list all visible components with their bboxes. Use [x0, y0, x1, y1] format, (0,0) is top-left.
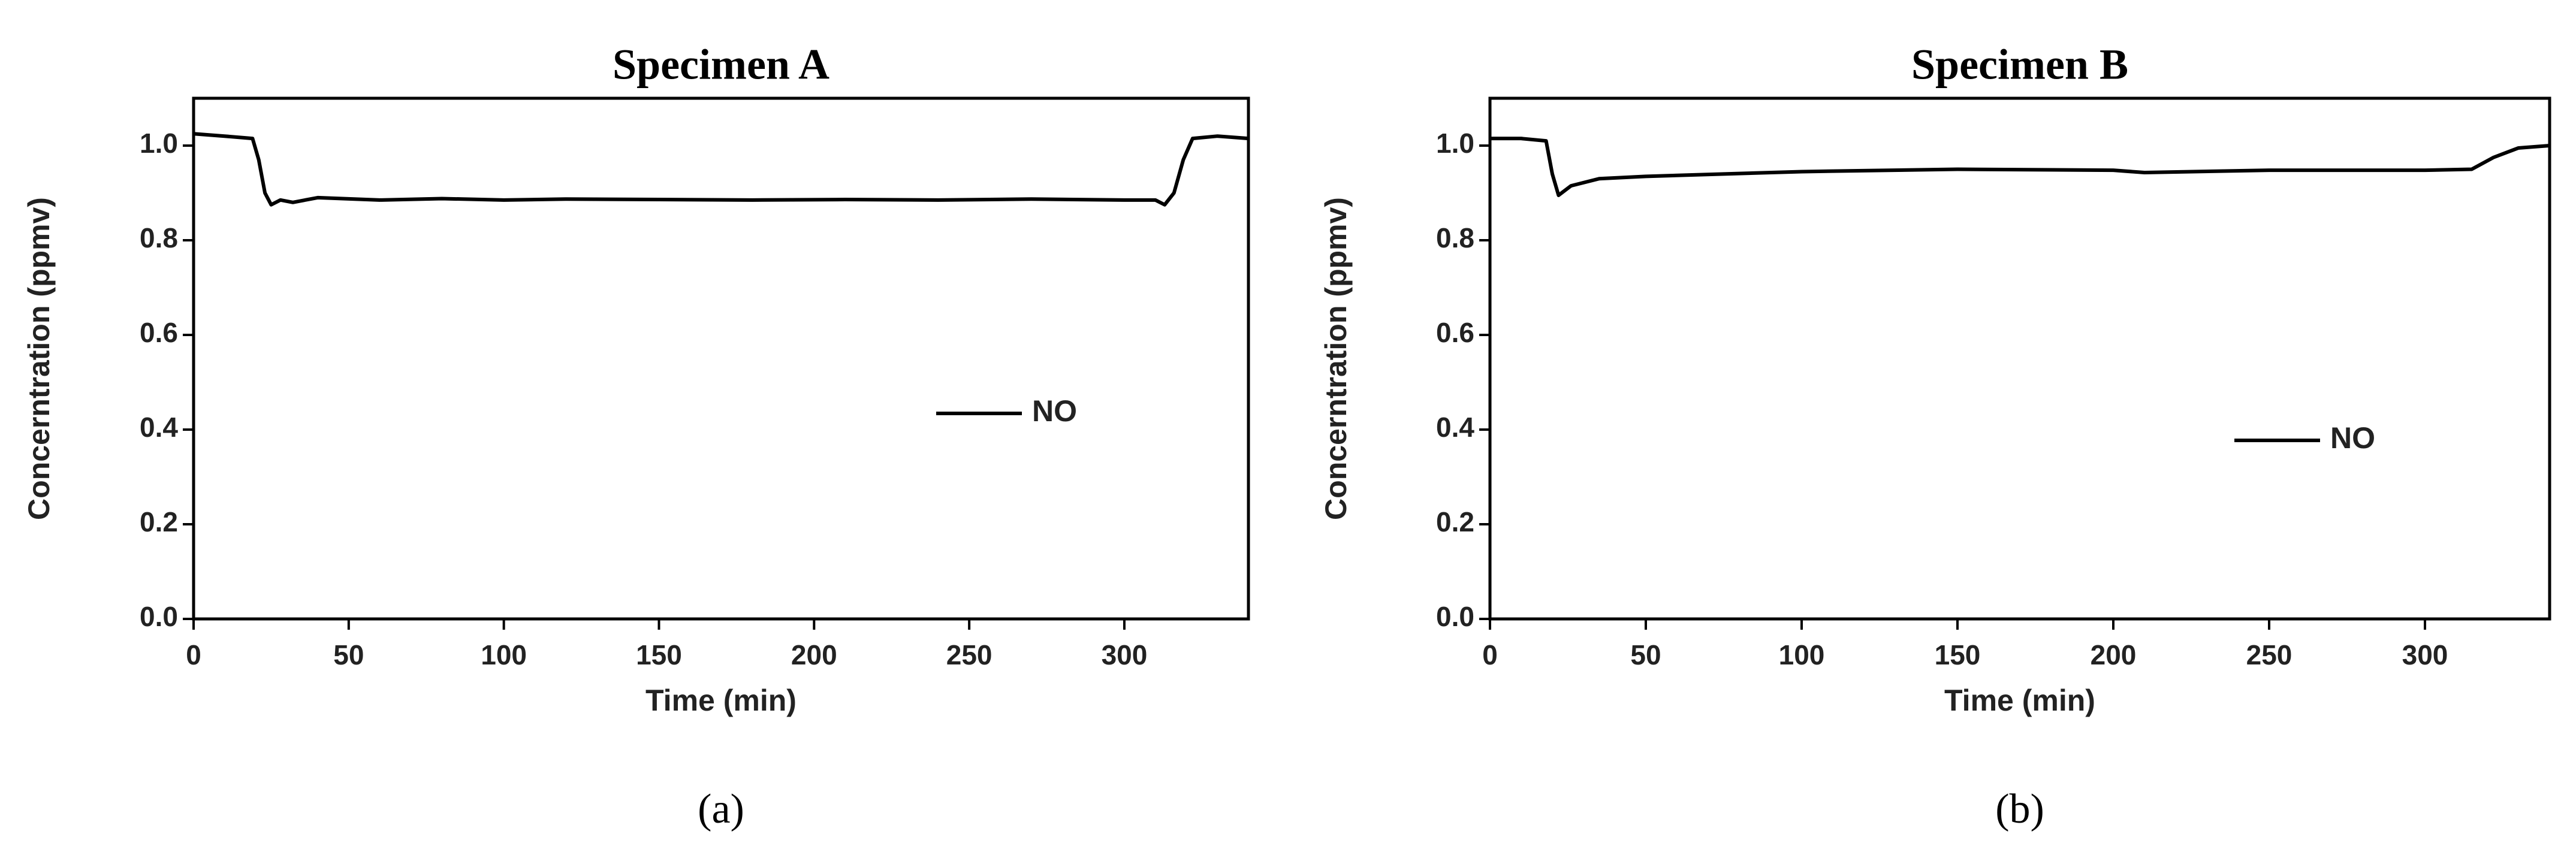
- y-tick-label: 0.0: [140, 601, 178, 632]
- legend-label: NO: [2330, 421, 2375, 455]
- caption: (b): [1995, 786, 2044, 832]
- y-axis-label: Concerntration (ppmv): [22, 197, 56, 520]
- x-tick-label: 150: [636, 639, 682, 670]
- x-tick-label: 50: [333, 639, 364, 670]
- x-tick-label: 150: [1935, 639, 1981, 670]
- y-axis-label: Concerntration (ppmv): [1319, 197, 1353, 520]
- y-tick-label: 0.2: [1436, 506, 1474, 537]
- y-tick-label: 0.8: [140, 222, 178, 253]
- legend-label: NO: [1032, 394, 1077, 428]
- y-tick-label: 1.0: [1436, 128, 1474, 159]
- x-tick-label: 0: [1482, 639, 1498, 670]
- chart-title: Specimen A: [613, 41, 829, 89]
- y-tick-label: 0.6: [140, 317, 178, 348]
- y-tick-label: 1.0: [140, 128, 178, 159]
- x-tick-label: 200: [791, 639, 837, 670]
- x-tick-label: 0: [186, 639, 201, 670]
- x-tick-label: 50: [1630, 639, 1661, 670]
- y-tick-label: 0.8: [1436, 222, 1474, 253]
- x-axis-label: Time (min): [1944, 684, 2095, 717]
- y-tick-label: 0.6: [1436, 317, 1474, 348]
- y-tick-label: 0.2: [140, 506, 178, 537]
- plot-frame: [1488, 96, 2551, 621]
- x-tick-label: 200: [2091, 639, 2137, 670]
- x-tick-label: 100: [481, 639, 527, 670]
- x-tick-label: 300: [2402, 639, 2448, 670]
- x-tick-label: 100: [1779, 639, 1825, 670]
- chart-title: Specimen B: [1911, 41, 2128, 89]
- caption: (a): [698, 786, 744, 832]
- data-line: [193, 132, 1249, 207]
- x-tick-label: 250: [2246, 639, 2293, 670]
- y-tick-label: 0.4: [140, 412, 178, 443]
- x-tick-label: 300: [1102, 639, 1148, 670]
- data-line: [1490, 137, 2550, 197]
- x-tick-label: 250: [946, 639, 993, 670]
- y-tick-label: 0.0: [1436, 601, 1474, 632]
- x-axis-label: Time (min): [645, 684, 797, 717]
- y-tick-label: 0.4: [1436, 412, 1474, 443]
- plot-frame: [192, 96, 1250, 621]
